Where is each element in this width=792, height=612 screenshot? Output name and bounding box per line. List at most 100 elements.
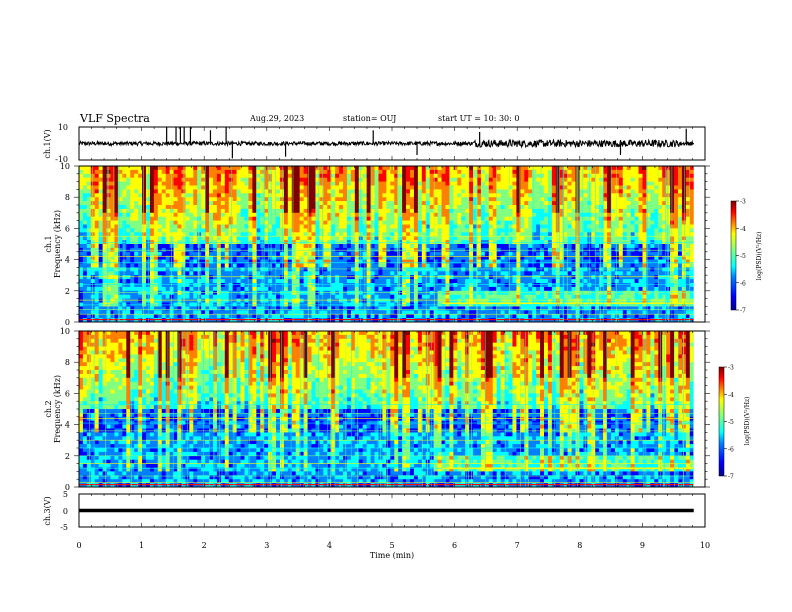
spectrogram-cell <box>185 216 190 221</box>
spectrogram-cell <box>205 201 210 206</box>
spectrogram-cell <box>429 244 434 249</box>
spectrogram-cell <box>177 212 182 217</box>
spectrogram-cell <box>417 208 423 214</box>
spectrogram-cell <box>252 271 257 276</box>
spectrogram-cell <box>205 314 210 319</box>
spectrogram-cell <box>224 244 230 249</box>
spectrogram-cell <box>366 208 371 214</box>
spectrogram-cell <box>130 228 135 233</box>
spectrogram-cell <box>504 259 509 264</box>
spectrogram-cell <box>134 185 139 190</box>
spectrogram-cell <box>307 181 312 186</box>
spectrogram-cell <box>437 236 442 241</box>
spectrogram-cell <box>193 224 198 229</box>
spectrogram-cell <box>441 189 446 194</box>
spectrogram-cell <box>153 181 159 186</box>
spectrogram-cell <box>264 236 269 241</box>
spectrogram-cell <box>145 220 151 225</box>
spectrogram-cell <box>354 181 360 186</box>
spectrogram-cell <box>339 208 344 214</box>
spectrogram-cell <box>177 205 182 210</box>
spectrogram-cell <box>508 189 513 194</box>
spectrogram-cell <box>441 255 446 260</box>
spectrogram-cell <box>402 251 407 256</box>
spectrogram-cell <box>524 177 529 182</box>
spectrogram-cell <box>398 275 403 280</box>
spectrogram-cell <box>378 275 383 280</box>
spectrogram-cell <box>445 193 450 198</box>
spectrogram-cell <box>209 310 214 315</box>
ch1-ytick-top: 10 <box>58 123 68 132</box>
spectrogram-cell <box>138 212 143 217</box>
spectrogram-cell <box>382 259 387 264</box>
spectrogram-cell <box>512 263 517 268</box>
spectrogram-cell <box>165 220 170 225</box>
spectrogram-cell <box>457 236 462 241</box>
spectrogram-cell <box>110 314 115 319</box>
spectrogram-cell <box>276 279 281 284</box>
spectrogram-cell <box>142 212 147 217</box>
spectrogram-cell <box>185 220 190 225</box>
spectrogram-cell <box>205 267 210 272</box>
spectrogram-cell <box>118 208 123 214</box>
spectrogram-cell <box>520 189 525 194</box>
spectrogram-cell <box>350 263 356 268</box>
spectrogram-cell <box>287 224 293 229</box>
spectrogram-cell <box>287 298 293 303</box>
spectrogram-cell <box>201 212 206 217</box>
spectrogram-cell <box>492 290 497 295</box>
spectrogram-cell <box>429 197 434 202</box>
spectrogram-cell <box>350 294 356 299</box>
spectrogram-cell <box>488 185 494 190</box>
spectrogram-cell <box>339 298 344 303</box>
spectrogram-cell <box>201 271 206 276</box>
spectrogram-cell <box>402 201 407 206</box>
spectrogram-cell <box>138 298 143 303</box>
spectrogram-cell <box>138 251 143 256</box>
spectrogram-cell <box>402 181 407 186</box>
spectrogram-cell <box>484 232 490 237</box>
spectrogram-cell <box>228 205 233 210</box>
spectrogram-cell <box>374 251 379 256</box>
spectrogram-cell <box>437 298 442 303</box>
spectrogram-cell <box>173 205 178 210</box>
spectrogram-cell <box>220 228 226 233</box>
spectrogram-cell <box>413 294 419 299</box>
spectrogram-cell <box>323 306 328 311</box>
spectrogram-cell <box>480 263 486 268</box>
spectrogram-cell <box>406 283 411 288</box>
spectrogram-cell <box>295 279 300 284</box>
spectrogram-cell <box>437 185 442 190</box>
spectrogram-cell <box>488 298 494 303</box>
spectrogram-cell <box>157 255 163 260</box>
spectrogram-cell <box>130 255 135 260</box>
spectrogram-cell <box>209 166 214 171</box>
spectrogram-cell <box>165 169 170 175</box>
spectrogram-cell <box>500 255 505 260</box>
spectrogram-cell <box>122 193 127 198</box>
spectrogram-cell <box>453 177 458 182</box>
spectrogram-cell <box>142 267 147 272</box>
spectrogram-cell <box>449 193 454 198</box>
spectrogram-cell <box>445 216 450 221</box>
spectrogram-cell <box>512 294 517 299</box>
spectrogram-cell <box>413 185 419 190</box>
spectrogram-cell <box>500 185 505 190</box>
spectrogram-cell <box>398 177 403 182</box>
spectrogram-cell <box>480 216 486 221</box>
spectrogram-cell <box>516 279 521 284</box>
spectrogram-cell <box>327 177 332 182</box>
spectrogram-cell <box>480 224 486 229</box>
spectrogram-cell <box>205 212 210 217</box>
spectrogram-cell <box>543 169 549 175</box>
spectrogram-cell <box>291 185 297 190</box>
spectrogram-cell <box>327 244 332 249</box>
spectrogram-cell <box>520 255 525 260</box>
spectrogram-cell <box>295 244 300 249</box>
spectrogram-cell <box>260 224 265 229</box>
spectrogram-cell <box>216 263 222 268</box>
spectrogram-cell <box>126 193 131 198</box>
spectrogram-cell <box>469 220 474 225</box>
spectrogram-cell <box>378 263 383 268</box>
spectrogram-cell <box>193 220 198 225</box>
